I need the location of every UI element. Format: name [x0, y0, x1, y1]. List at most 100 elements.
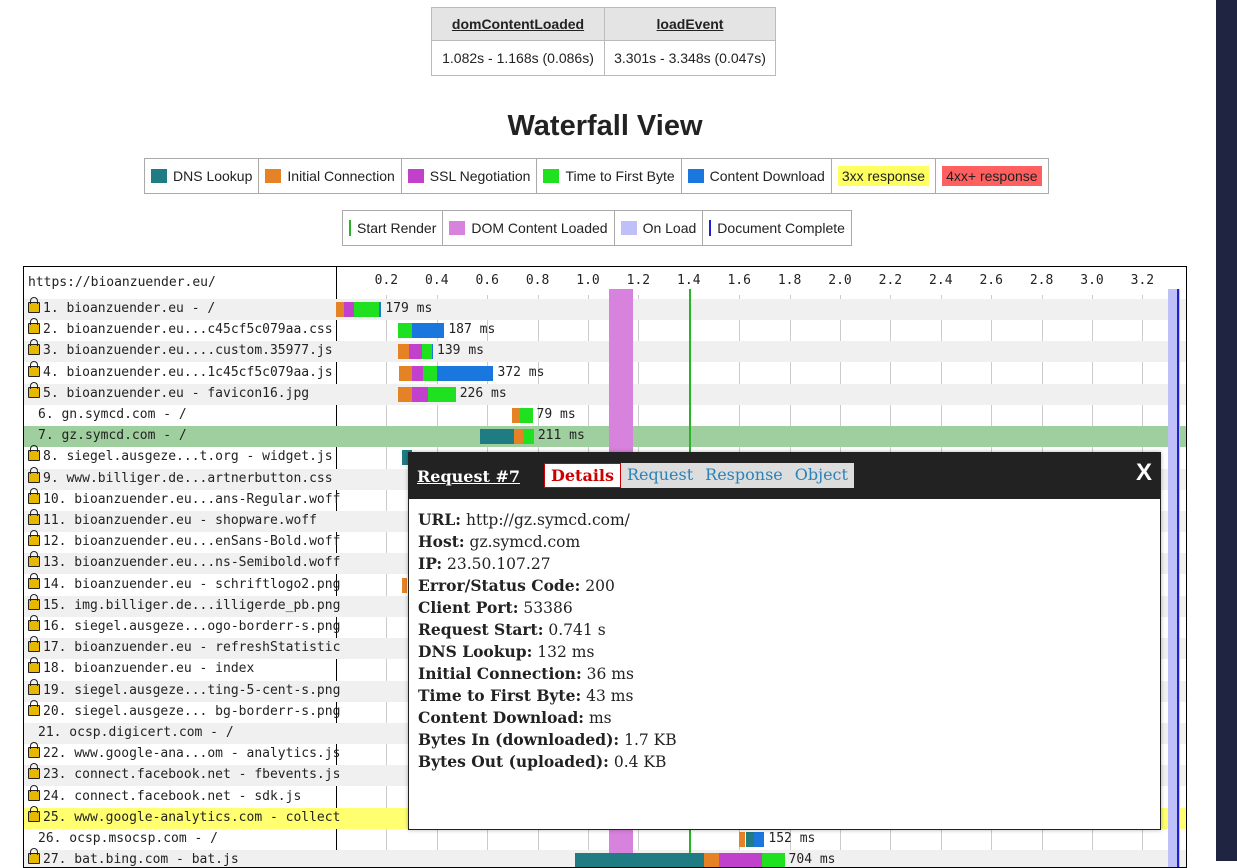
timing-bar-segment[interactable]: [519, 408, 533, 423]
detail-row: Error/Status Code: 200: [418, 575, 1151, 597]
timing-bar-segment[interactable]: [397, 344, 410, 360]
timing-bar-segment[interactable]: [436, 365, 494, 381]
lock-icon: [28, 445, 40, 462]
request-url-label: 23. connect.facebook.net - fbevents.js: [28, 763, 340, 782]
timing-bar-segment[interactable]: [343, 302, 354, 317]
table-row[interactable]: 12. bioanzuender.eu...enSans-Bold.woff: [24, 530, 1186, 553]
table-row[interactable]: 4. bioanzuender.eu...1c45cf5c079aa.js: [24, 360, 1186, 384]
table-row[interactable]: 26. ocsp.msocsp.com - /: [24, 829, 1186, 850]
details-panel: URL: http://gz.symcd.com/Host: gz.symcd.…: [409, 499, 1160, 783]
detail-row: Request Start: 0.741 s: [418, 619, 1151, 641]
time-tick-label: 2.8: [1029, 273, 1054, 288]
timing-bar-segment[interactable]: [397, 386, 412, 402]
timing-bar-segment[interactable]: [409, 344, 422, 360]
table-row[interactable]: 2. bioanzuender.eu...c45cf5c079aa.css: [24, 318, 1186, 341]
tab-response[interactable]: Response: [705, 465, 783, 484]
page-title: Waterfall View: [507, 110, 703, 142]
duration-label: 372 ms: [497, 364, 545, 380]
timing-bar-segment[interactable]: [745, 832, 755, 847]
time-tick-label: 1.6: [727, 273, 751, 288]
time-tick-label: 1.2: [626, 273, 651, 288]
timing-bar-segment[interactable]: [754, 832, 765, 847]
table-row[interactable]: 24. connect.facebook.net - sdk.js: [24, 784, 1186, 808]
timing-bar-segment[interactable]: [397, 323, 412, 339]
timing-bar-segment[interactable]: [739, 832, 746, 847]
timing-bar-segment[interactable]: [411, 365, 423, 381]
detail-key: IP:: [418, 554, 443, 573]
popup-title[interactable]: Request #7: [417, 467, 520, 486]
timing-bar-segment[interactable]: [427, 386, 456, 402]
table-row[interactable]: 16. siegel.ausgeze...ogo-borderr-s.png: [24, 615, 1186, 638]
detail-row: Initial Connection: 36 ms: [418, 663, 1151, 685]
table-row[interactable]: 20. siegel.ausgeze... bg-borderr-s.png: [24, 699, 1186, 723]
timing-bar-segment[interactable]: [401, 450, 412, 466]
lock-icon: [28, 487, 40, 504]
lock-icon: [28, 784, 40, 801]
request-url-label: 24. connect.facebook.net - sdk.js: [28, 784, 301, 804]
timing-bar-segment[interactable]: [479, 429, 514, 445]
request-url-text: 2. bioanzuender.eu...c45cf5c079aa.css: [43, 322, 333, 338]
timing-bar-segment[interactable]: [512, 408, 520, 423]
table-row[interactable]: 18. bioanzuender.eu - index: [24, 657, 1186, 680]
request-url-label: 17. bioanzuender.eu - refreshStatistic: [28, 636, 341, 656]
request-url-text: 17. bioanzuender.eu - refreshStatistic: [43, 640, 341, 656]
table-row[interactable]: 7. gz.symcd.com - /: [24, 426, 1186, 448]
table-row[interactable]: 6. gn.symcd.com - /: [24, 405, 1186, 426]
duration-label: 179 ms: [385, 301, 433, 316]
request-url-label: 1. bioanzuender.eu - /: [28, 297, 215, 316]
time-tick-label: 3.2: [1130, 273, 1155, 288]
table-row[interactable]: 14. bioanzuender.eu - schriftlogo2.png: [24, 572, 1186, 596]
request-url-label: 15. img.billiger.de...illigerde_pb.png: [28, 593, 341, 613]
timing-bar-segment[interactable]: [431, 344, 433, 360]
detail-value: 200: [585, 577, 615, 595]
request-url-text: 4. bioanzuender.eu...1c45cf5c079aa.js: [43, 364, 333, 380]
timing-bar-segment[interactable]: [401, 577, 407, 593]
tab-object[interactable]: Object: [794, 465, 848, 484]
legend-4xx: 4xx+ response: [935, 159, 1047, 193]
timing-bar-segment[interactable]: [353, 302, 379, 317]
timing-bar-segment[interactable]: [378, 302, 382, 317]
request-url-label: 4. bioanzuender.eu...1c45cf5c079aa.js: [28, 360, 333, 380]
timing-bar-segment[interactable]: [411, 386, 428, 402]
duration-label: 139 ms: [437, 343, 484, 359]
request-url-label: 20. siegel.ausgeze... bg-borderr-s.png: [28, 699, 340, 719]
timing-bar-segment[interactable]: [513, 429, 523, 445]
download-swatch-icon: [687, 169, 704, 183]
duration-label: 152 ms: [768, 831, 816, 846]
doc-complete-line-icon: [709, 220, 712, 236]
time-tick-label: 0.4: [425, 273, 449, 288]
table-row[interactable]: 10. bioanzuender.eu...ans-Regular.woff: [24, 487, 1186, 511]
detail-key: Content Download:: [418, 708, 585, 727]
request-url-text: 15. img.billiger.de...illigerde_pb.png: [43, 597, 341, 613]
timing-bar-segment[interactable]: [411, 323, 445, 339]
timing-bar-segment[interactable]: [522, 429, 534, 445]
detail-key: Host:: [418, 532, 465, 551]
timing-bar-segment[interactable]: [399, 365, 412, 381]
table-row[interactable]: 8. siegel.ausgeze...t.org - widget.js: [24, 445, 1186, 468]
request-url-text: 19. siegel.ausgeze...ting-5-cent-s.png: [43, 682, 341, 698]
ssl-swatch-icon: [407, 169, 424, 183]
tab-request[interactable]: Request: [626, 465, 694, 484]
request-url-label: 27. bat.bing.com - bat.js: [28, 848, 239, 867]
value-domcontentloaded: 1.082s - 1.168s (0.086s): [431, 40, 605, 76]
close-icon[interactable]: X: [1135, 459, 1152, 486]
table-row[interactable]: 3. bioanzuender.eu....custom.35977.js: [24, 339, 1186, 363]
legend-download: Content Download: [680, 159, 831, 193]
ttfb-swatch-icon: [543, 169, 560, 183]
timing-bar-segment[interactable]: [421, 344, 432, 360]
table-row[interactable]: 5. bioanzuender.eu - favicon16.jpg: [24, 381, 1186, 405]
request-details-popup: Request #7 Details Request Response Obje…: [408, 452, 1161, 830]
legend-page-events: Start Render DOM Content Loaded On Load …: [342, 210, 852, 246]
detail-key: URL:: [418, 510, 462, 529]
legend-connect: Initial Connection: [258, 159, 400, 193]
request-url-label: 26. ocsp.msocsp.com - /: [38, 831, 218, 846]
tab-details[interactable]: Details: [544, 463, 621, 488]
table-row[interactable]: 1. bioanzuender.eu - /: [24, 297, 1186, 320]
request-url-label: 7. gz.symcd.com - /: [38, 428, 187, 443]
request-url-label: 21. ocsp.digicert.com - /: [38, 725, 234, 740]
timing-bar-segment[interactable]: [422, 365, 437, 381]
timing-bar-segment[interactable]: [336, 302, 344, 317]
detail-row: Content Download: ms: [418, 707, 1151, 729]
table-row[interactable]: 22. www.google-ana...om - analytics.js: [24, 742, 1186, 765]
page-url: https://bioanzuender.eu/: [28, 275, 216, 290]
